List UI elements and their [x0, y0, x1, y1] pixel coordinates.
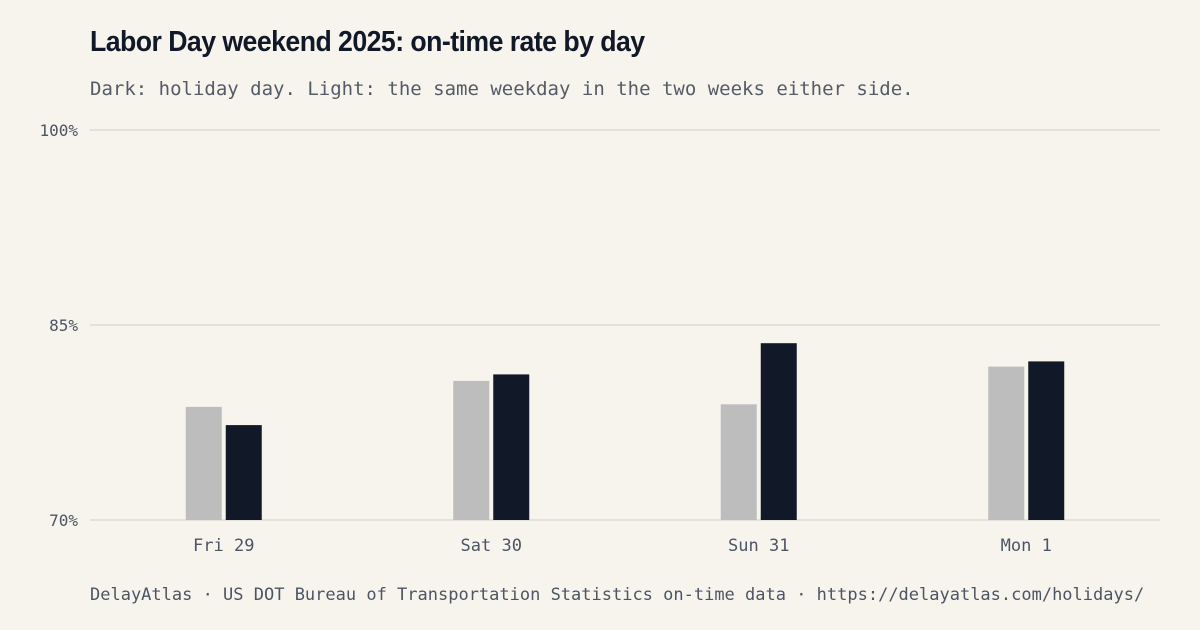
- y-tick-label: 70%: [49, 511, 78, 530]
- x-tick-label: Mon 1: [1001, 536, 1052, 556]
- x-tick-label: Sat 30: [461, 536, 522, 556]
- bar-holiday: [493, 374, 530, 520]
- bar-baseline: [720, 404, 757, 520]
- bar-baseline: [453, 380, 490, 520]
- source-footer: DelayAtlas · US DOT Bureau of Transporta…: [90, 585, 1145, 605]
- bars: [185, 343, 1065, 520]
- y-tick-label: 85%: [49, 316, 78, 335]
- y-axis-ticks: 70% 85% 100%: [39, 121, 78, 530]
- bar-holiday: [225, 425, 262, 520]
- x-axis-ticks: Fri 29 Sat 30 Sun 31 Mon 1: [193, 536, 1052, 556]
- bar-holiday: [1028, 361, 1065, 520]
- chart-subtitle: Dark: holiday day. Light: the same weekd…: [90, 78, 914, 100]
- bar-holiday: [760, 343, 797, 520]
- bar-baseline: [185, 406, 222, 520]
- gridlines: [90, 129, 1160, 521]
- bar-baseline: [988, 366, 1025, 520]
- x-tick-label: Sun 31: [728, 536, 789, 556]
- y-tick-label: 100%: [39, 121, 78, 140]
- chart-title: Labor Day weekend 2025: on-time rate by …: [90, 26, 645, 58]
- x-tick-label: Fri 29: [193, 536, 254, 556]
